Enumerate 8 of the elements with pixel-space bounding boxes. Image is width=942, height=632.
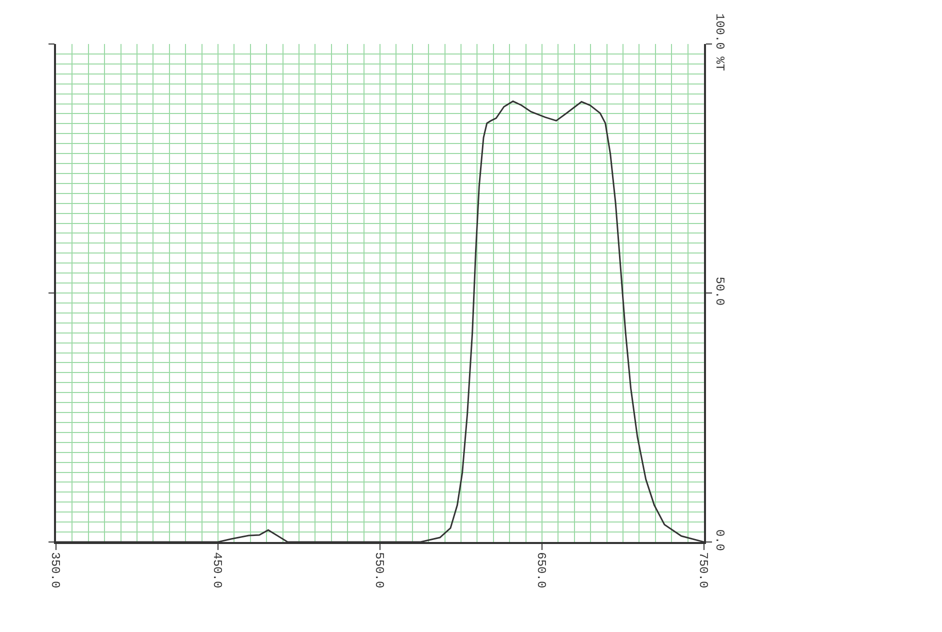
x-tick-label: 750.0	[696, 552, 710, 588]
y-tick-label: 50.0	[712, 276, 727, 306]
y-tick-label: 100.0 %T	[712, 13, 727, 72]
y-tick-label: 0.0	[712, 529, 727, 552]
x-tick-label: 450.0	[210, 552, 224, 588]
x-tick-label: 550.0	[372, 552, 386, 588]
x-tick-label: 650.0	[534, 552, 548, 588]
x-tick-label: 350.0	[48, 552, 62, 588]
